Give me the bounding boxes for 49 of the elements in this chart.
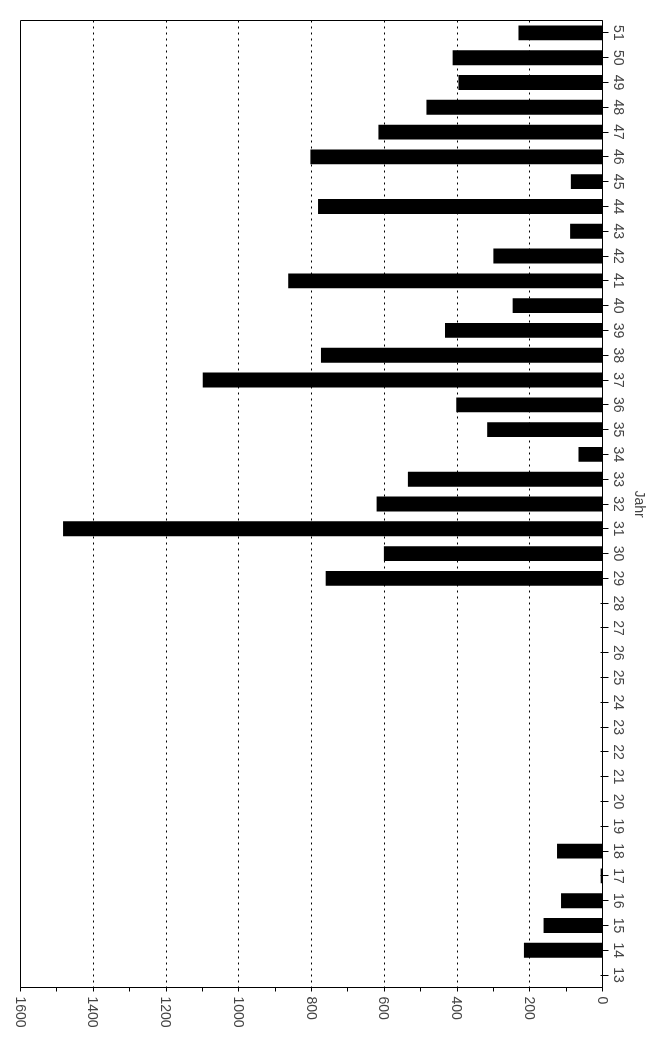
- y-tick-label: 41: [610, 273, 627, 289]
- y-tick-label: 14: [610, 942, 627, 959]
- y-tick-label: 25: [610, 669, 627, 686]
- y-tick-label: 39: [610, 322, 627, 339]
- y-tick-label: 20: [610, 793, 627, 810]
- y-tick-label: 29: [610, 570, 627, 587]
- y-tick-label: 26: [610, 644, 627, 661]
- y-tick-label: 50: [610, 49, 627, 66]
- x-tick-label: 1400: [85, 996, 102, 1028]
- y-tick-label: 43: [610, 223, 627, 240]
- y-tick-label: 16: [610, 892, 627, 909]
- y-tick-label: 38: [610, 347, 627, 364]
- y-tick-label: 36: [610, 397, 627, 413]
- x-tick-label: 800: [303, 996, 320, 1021]
- y-tick-label: 42: [610, 248, 627, 265]
- y-tick-label: 40: [610, 297, 627, 314]
- y-tick-label: 31: [610, 521, 627, 537]
- y-tick-label: 18: [610, 843, 627, 860]
- y-tick-label: 34: [610, 446, 627, 463]
- y-tick-label: 46: [610, 149, 627, 165]
- y-tick-label: 49: [610, 74, 627, 91]
- x-tick-label: 0: [594, 996, 611, 1005]
- y-tick-label: 51: [610, 25, 627, 41]
- y-tick-label: 47: [610, 124, 627, 141]
- y-tick-label: 17: [610, 868, 627, 884]
- y-tick-label: 35: [610, 421, 627, 438]
- y-tick-label: 37: [610, 372, 627, 389]
- x-tick-label: 400: [449, 996, 465, 1021]
- y-tick-label: 33: [610, 471, 627, 488]
- y-tick-label: 30: [610, 545, 627, 562]
- y-tick-label: 48: [610, 99, 627, 116]
- x-tick-label: 200: [521, 996, 538, 1021]
- y-tick-label: 15: [610, 917, 627, 934]
- y-tick-label: 23: [610, 719, 627, 736]
- y-axis-title: Jahr: [631, 490, 648, 518]
- x-tick-label: 1200: [158, 996, 174, 1028]
- x-tick-label: 600: [376, 996, 393, 1021]
- y-tick-label: 45: [610, 173, 627, 190]
- x-tick-label: 1600: [12, 996, 29, 1028]
- y-tick-label: 27: [610, 620, 627, 636]
- y-tick-label: 22: [610, 744, 627, 760]
- y-tick-label: 13: [610, 967, 627, 984]
- y-tick-label: 32: [610, 496, 627, 512]
- y-tick-label: 28: [610, 595, 627, 612]
- y-tick-label: 21: [610, 768, 627, 785]
- y-tick-label: 44: [610, 198, 627, 215]
- y-tick-label: 19: [610, 818, 627, 835]
- y-tick-label: 24: [610, 694, 627, 711]
- x-tick-label: 1000: [230, 996, 247, 1028]
